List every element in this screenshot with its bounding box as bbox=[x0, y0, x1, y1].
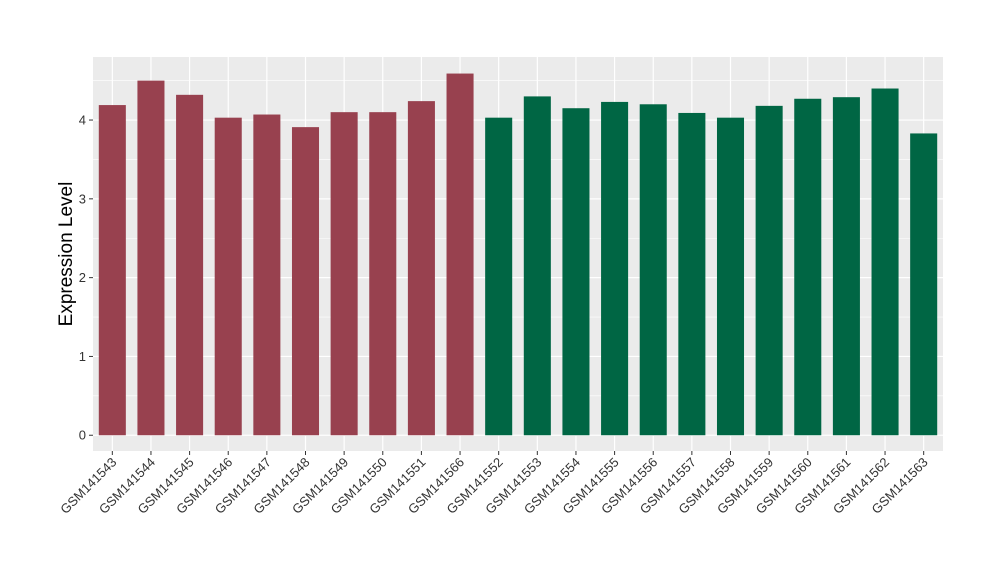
bar bbox=[832, 97, 860, 436]
bar bbox=[291, 127, 320, 436]
bar bbox=[214, 117, 242, 436]
y-tick-label: 2 bbox=[79, 270, 86, 285]
bar bbox=[446, 73, 474, 436]
x-axis: GSM141543GSM141544GSM141545GSM141546GSM1… bbox=[57, 451, 931, 517]
bar bbox=[330, 112, 358, 436]
y-axis: 0 1 2 3 4 bbox=[79, 113, 93, 443]
bar bbox=[871, 88, 899, 436]
bar bbox=[716, 117, 745, 436]
bar bbox=[407, 101, 435, 436]
bar bbox=[678, 112, 706, 436]
bar bbox=[562, 108, 590, 436]
bar bbox=[794, 98, 822, 436]
y-tick-label: 3 bbox=[79, 191, 86, 206]
y-tick-label: 0 bbox=[79, 428, 86, 443]
bars bbox=[98, 73, 938, 436]
y-tick-label: 4 bbox=[79, 113, 86, 128]
bar bbox=[369, 112, 397, 436]
bar bbox=[253, 114, 281, 436]
bar bbox=[176, 94, 204, 436]
bar bbox=[910, 133, 938, 436]
bar bbox=[137, 80, 165, 436]
bar bbox=[485, 117, 513, 436]
bar bbox=[523, 96, 551, 436]
bar bbox=[755, 105, 783, 436]
bar bbox=[601, 101, 629, 436]
y-tick-label: 1 bbox=[79, 349, 86, 364]
bar bbox=[639, 104, 667, 436]
bar bbox=[98, 105, 126, 436]
y-axis-title: Expression Level bbox=[56, 182, 77, 327]
